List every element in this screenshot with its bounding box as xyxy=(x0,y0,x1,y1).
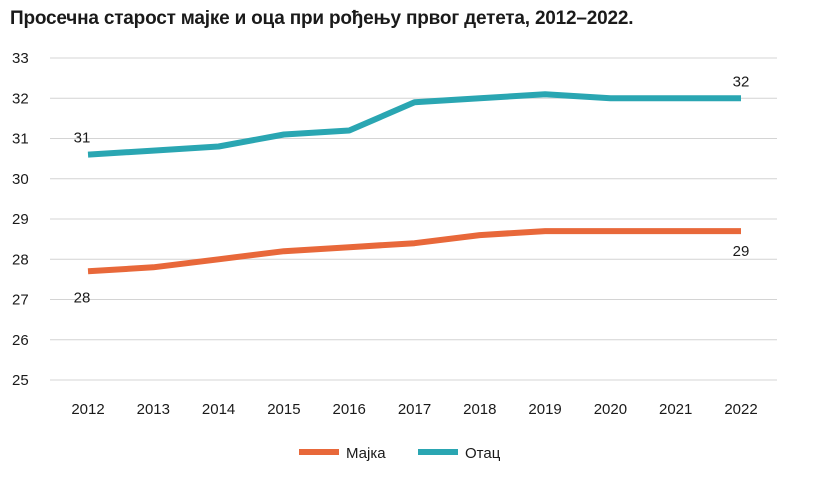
series-lines xyxy=(87,91,741,275)
x-tick-label: 2016 xyxy=(333,401,366,418)
x-tick-label: 2017 xyxy=(398,401,431,418)
y-tick-label: 26 xyxy=(12,332,29,349)
y-tick-label: 30 xyxy=(12,171,29,188)
x-tick-label: 2020 xyxy=(594,401,627,418)
legend-label: Мајка xyxy=(346,445,386,462)
data-label: 32 xyxy=(733,73,750,90)
data-label: 29 xyxy=(733,243,750,260)
x-tick-label: 2014 xyxy=(202,401,235,418)
y-tick-label: 25 xyxy=(12,372,29,389)
x-tick-label: 2022 xyxy=(724,401,757,418)
y-tick-label: 31 xyxy=(12,131,29,148)
data-labels: 28 29 31 32 xyxy=(74,73,750,306)
x-tick-label: 2012 xyxy=(71,401,104,418)
y-tick-label: 29 xyxy=(12,211,29,228)
y-axis-ticks: 25 26 27 28 29 30 31 32 33 xyxy=(12,50,29,389)
x-tick-label: 2019 xyxy=(528,401,561,418)
series-line-0 xyxy=(87,228,741,275)
x-tick-label: 2018 xyxy=(463,401,496,418)
x-tick-label: 2021 xyxy=(659,401,692,418)
y-tick-label: 32 xyxy=(12,90,29,107)
x-tick-label: 2015 xyxy=(267,401,300,418)
data-label: 28 xyxy=(74,289,91,306)
data-label: 31 xyxy=(74,130,91,147)
legend: Мајка Отац xyxy=(299,445,501,462)
y-tick-label: 27 xyxy=(12,292,29,309)
gridlines xyxy=(50,57,777,381)
x-axis-ticks: 2012 2013 2014 2015 2016 2017 2018 2019 2020 2021… xyxy=(71,401,757,418)
series-line-1 xyxy=(87,91,741,158)
legend-label: Отац xyxy=(465,445,501,462)
x-tick-label: 2013 xyxy=(137,401,170,418)
chart-title: Просечна старост мајке и оца при рођењу … xyxy=(10,8,634,29)
y-tick-label: 33 xyxy=(12,50,29,67)
y-tick-label: 28 xyxy=(12,251,29,268)
